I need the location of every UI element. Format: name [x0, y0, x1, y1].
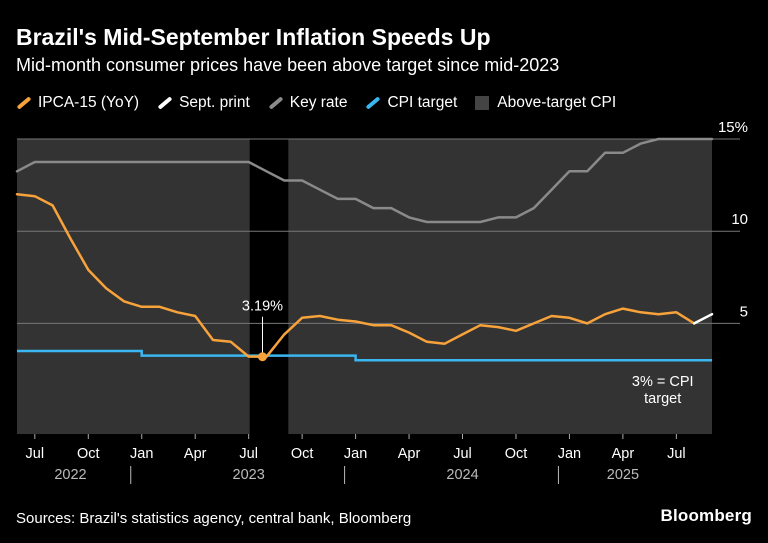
chart-subtitle: Mid-month consumer prices have been abov… — [16, 55, 560, 75]
x-tick-label: Jan — [344, 446, 367, 462]
annotation-cpi-target-line2: target — [644, 391, 681, 407]
x-tick-label: Apr — [184, 446, 207, 462]
below-target-band — [249, 139, 289, 434]
year-label: 2023 — [233, 467, 265, 483]
legend: IPCA-15 (YoY) Sept. print Key rate CPI t… — [16, 93, 634, 113]
x-tick-label: Apr — [398, 446, 421, 462]
legend-swatch-above-target — [475, 96, 490, 110]
ipca15-line — [15, 193, 696, 358]
legend-label-cpi-target: CPI target — [387, 94, 458, 111]
legend-label-ipca15: IPCA-15 (YoY) — [38, 94, 140, 111]
x-tick-label: Jul — [239, 446, 258, 462]
annotation-cpi-target-line1: 3% = CPI — [632, 374, 694, 390]
bloomberg-logo: Bloomberg — [660, 506, 752, 525]
year-label: 2025 — [607, 467, 639, 483]
chart-title: Brazil's Mid-September Inflation Speeds … — [16, 24, 491, 50]
chart-plot: 15% 10 5 Jul Oct Jan Apr Jul Oct Jan Apr Jul Oct Jan A… — [15, 120, 748, 484]
x-tick-label: Oct — [77, 446, 100, 462]
x-tick-label: Jul — [453, 446, 472, 462]
x-tick-label: Jul — [26, 446, 45, 462]
legend-swatch-key-rate — [268, 96, 282, 110]
x-tick-label: Oct — [505, 446, 528, 462]
x-tick-label: Jan — [130, 446, 153, 462]
annotation-point — [257, 352, 267, 362]
y-tick-label-10: 10 — [731, 211, 748, 228]
legend-label-above-target: Above-target CPI — [497, 94, 617, 111]
legend-label-sept-print: Sept. print — [179, 94, 250, 111]
source-note: Sources: Brazil's statistics agency, cen… — [16, 510, 412, 527]
legend-swatch-sept-print — [157, 96, 171, 110]
cpi-target-line — [17, 349, 712, 362]
sept-print-line — [692, 312, 714, 325]
x-tick-label: Jan — [558, 446, 581, 462]
above-target-shading — [17, 139, 712, 434]
legend-swatch-cpi-target — [365, 96, 379, 110]
legend-label-key-rate: Key rate — [289, 94, 348, 111]
year-label: 2024 — [446, 467, 478, 483]
year-label: 2022 — [54, 467, 86, 483]
annotation-low-point: 3.19% — [242, 299, 283, 315]
legend-item-sept-print: Sept. print — [157, 94, 250, 112]
y-tick-label-15: 15% — [718, 120, 748, 136]
legend-item-above-target: Above-target CPI — [475, 94, 616, 112]
legend-item-cpi-target: CPI target — [365, 94, 457, 112]
x-tick-label: Jul — [667, 446, 686, 462]
legend-swatch-ipca15 — [16, 96, 30, 110]
x-tick-label: Oct — [291, 446, 314, 462]
x-tick-label: Apr — [612, 446, 635, 462]
legend-item-ipca15: IPCA-15 (YoY) — [16, 94, 139, 112]
key-rate-line — [15, 137, 714, 224]
y-tick-label-5: 5 — [740, 303, 748, 320]
legend-item-key-rate: Key rate — [268, 94, 348, 112]
